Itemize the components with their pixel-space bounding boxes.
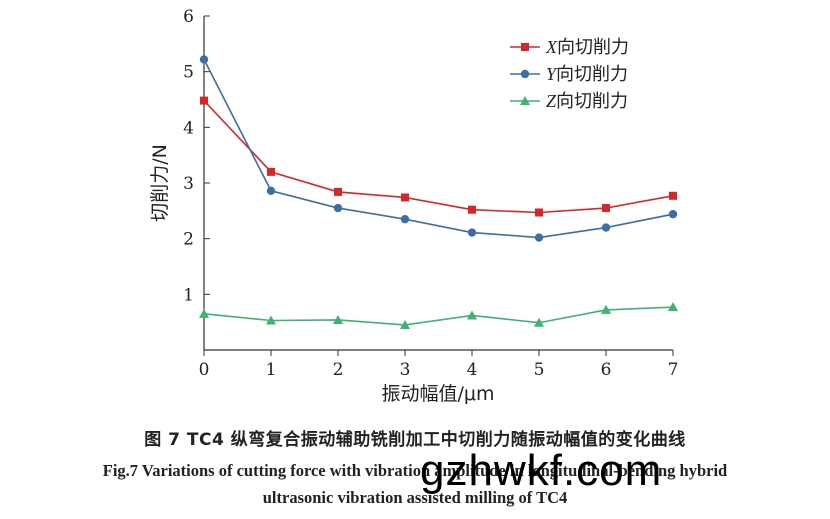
data-point-circle bbox=[534, 233, 544, 242]
series-line bbox=[203, 100, 674, 214]
data-point-square bbox=[334, 187, 342, 196]
x-tick-label: 7 bbox=[668, 360, 679, 380]
data-point-square bbox=[267, 167, 275, 176]
x-axis-label: 振动幅值/μm bbox=[382, 383, 495, 405]
y-tick-label: 3 bbox=[183, 174, 194, 194]
data-point-triangle bbox=[668, 302, 678, 312]
x-tick-label: 3 bbox=[400, 360, 411, 380]
watermark: gzhwkf.com bbox=[420, 446, 663, 495]
data-point-square bbox=[521, 43, 529, 51]
series-x bbox=[200, 96, 677, 217]
y-axis-label: 切削力/N bbox=[149, 144, 171, 222]
data-point-square bbox=[669, 191, 677, 200]
data-point-triangle bbox=[520, 96, 530, 105]
chart-series bbox=[199, 55, 678, 329]
series-y bbox=[199, 55, 678, 242]
figure-caption-english-line2: ultrasonic vibration assisted milling of… bbox=[262, 488, 568, 507]
chart-legend: X向切削力 Y向切削力 Z向切削力 bbox=[510, 37, 629, 112]
legend-label: Y向切削力 bbox=[546, 64, 628, 85]
series-line bbox=[203, 306, 674, 326]
chart-axes: 0 1 2 3 4 5 6 7 1 2 3 4 5 6 bbox=[183, 7, 678, 380]
y-tick-label: 4 bbox=[183, 118, 194, 138]
x-tick-label: 4 bbox=[467, 360, 478, 380]
figure-caption-chinese: 图 7 TC4 纵弯复合振动辅助铣削加工中切削力随振动幅值的变化曲线 bbox=[144, 430, 686, 450]
legend-label: X向切削力 bbox=[545, 37, 629, 58]
legend-item: Z向切削力 bbox=[510, 91, 628, 112]
data-point-square bbox=[401, 193, 409, 202]
x-tick-label: 6 bbox=[601, 360, 612, 380]
y-tick-label: 2 bbox=[183, 230, 194, 250]
data-point-square bbox=[468, 205, 476, 214]
data-point-circle bbox=[601, 223, 611, 232]
x-tick-label: 5 bbox=[534, 360, 545, 380]
data-point-circle bbox=[266, 186, 276, 195]
series-z bbox=[199, 302, 678, 329]
legend-label: Z向切削力 bbox=[546, 91, 628, 112]
data-point-square bbox=[602, 204, 610, 213]
data-point-circle bbox=[467, 228, 477, 237]
data-point-triangle bbox=[467, 310, 477, 320]
legend-item: Y向切削力 bbox=[510, 64, 628, 85]
data-point-triangle bbox=[534, 317, 544, 327]
data-point-circle bbox=[199, 55, 209, 64]
data-point-triangle bbox=[333, 314, 343, 324]
data-point-square bbox=[535, 208, 543, 217]
y-tick-label: 5 bbox=[183, 63, 194, 83]
data-point-circle bbox=[668, 209, 678, 219]
y-tick-label: 6 bbox=[183, 7, 194, 27]
data-point-circle bbox=[333, 203, 343, 213]
x-tick-label: 1 bbox=[266, 360, 277, 380]
x-tick-label: 0 bbox=[199, 360, 210, 380]
line-chart: 0 1 2 3 4 5 6 7 1 2 3 4 5 6 X向切削力 Y向切削力 Z向切削力 振动幅值/μm 切… bbox=[149, 7, 678, 405]
data-point-triangle bbox=[266, 315, 276, 325]
data-point-circle bbox=[400, 214, 410, 224]
y-tick-label: 1 bbox=[183, 285, 194, 305]
figure-caption-english-line1: Fig.7 Variations of cutting force with v… bbox=[102, 461, 728, 480]
data-point-triangle bbox=[400, 319, 410, 329]
data-point-square bbox=[200, 96, 208, 105]
series-line bbox=[203, 59, 674, 239]
data-point-triangle bbox=[601, 304, 611, 314]
data-point-triangle bbox=[199, 308, 209, 318]
legend-item: X向切削力 bbox=[510, 37, 629, 58]
x-tick-label: 2 bbox=[333, 360, 344, 380]
data-point-circle bbox=[520, 69, 530, 79]
